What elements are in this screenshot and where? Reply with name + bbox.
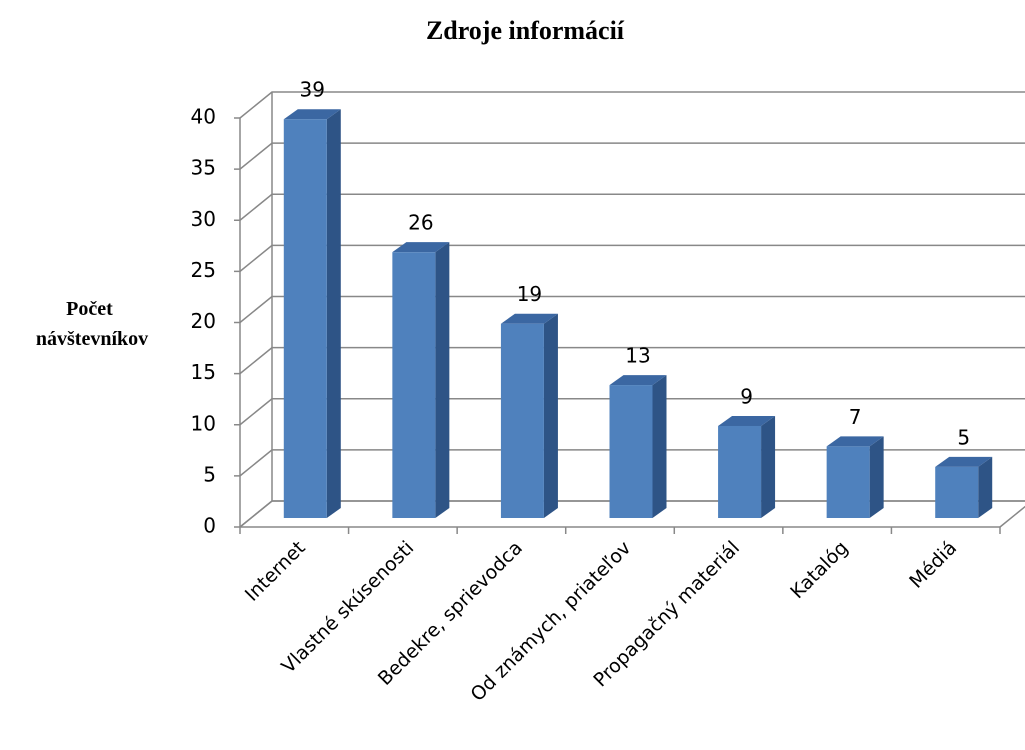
grid-line (239, 398, 1025, 426)
chart-title: Zdroje informácií (426, 16, 625, 45)
bar-side (543, 313, 558, 518)
bar-top (283, 109, 341, 120)
bar (935, 456, 993, 518)
y-tick-label: 30 (191, 207, 216, 231)
x-tick-label: Internet (241, 537, 310, 606)
grid-line (239, 500, 1025, 528)
data-label: 39 (300, 78, 325, 102)
bar-side (869, 436, 884, 518)
data-label: 13 (625, 344, 650, 368)
bar-front (826, 446, 870, 518)
bar (283, 109, 341, 518)
grid-line (239, 91, 1025, 119)
grid-line (239, 346, 1025, 375)
bar-side (326, 109, 341, 518)
bar-top (392, 242, 450, 253)
bar-front (283, 119, 327, 518)
x-tick-label: Médiá (905, 537, 961, 593)
data-label: 5 (957, 425, 970, 449)
bar (392, 242, 450, 518)
y-tick-label: 15 (191, 360, 216, 384)
y-tick-label: 40 (191, 105, 216, 129)
bar-top (500, 313, 558, 324)
data-label: 19 (517, 282, 542, 306)
data-label: 7 (849, 405, 862, 429)
bar-side (761, 415, 776, 518)
bar-side (435, 242, 450, 518)
bar-top (718, 415, 776, 426)
bar-top (609, 375, 667, 386)
bar-front (935, 466, 979, 518)
bar-side (978, 456, 993, 518)
y-tick-label: 25 (191, 258, 216, 282)
y-tick-label: 10 (191, 411, 216, 435)
x-tick-label: Katalóg (786, 537, 852, 603)
bar-top (826, 436, 884, 447)
bar-front (392, 252, 436, 518)
bar-top (935, 456, 993, 467)
bar-front (500, 323, 544, 518)
y-tick-label: 5 (203, 462, 216, 486)
data-label: 9 (740, 384, 753, 408)
grid-line (239, 449, 1025, 477)
data-label: 26 (408, 211, 433, 235)
y-tick-label: 0 (203, 514, 216, 538)
grid-line (239, 193, 1025, 221)
y-tick-label: 35 (191, 156, 216, 180)
bar (609, 375, 667, 518)
grid-line (239, 244, 1025, 272)
bar-front (609, 385, 653, 518)
y-tick-label: 20 (191, 309, 216, 333)
bar (500, 313, 558, 518)
bar (718, 415, 776, 518)
bar-front (718, 425, 762, 518)
bar-side (652, 375, 667, 518)
y-axis-label: Počet návštevníkov (36, 298, 148, 350)
bar (826, 436, 884, 518)
grid-line (239, 295, 1025, 324)
grid-line (239, 142, 1025, 170)
